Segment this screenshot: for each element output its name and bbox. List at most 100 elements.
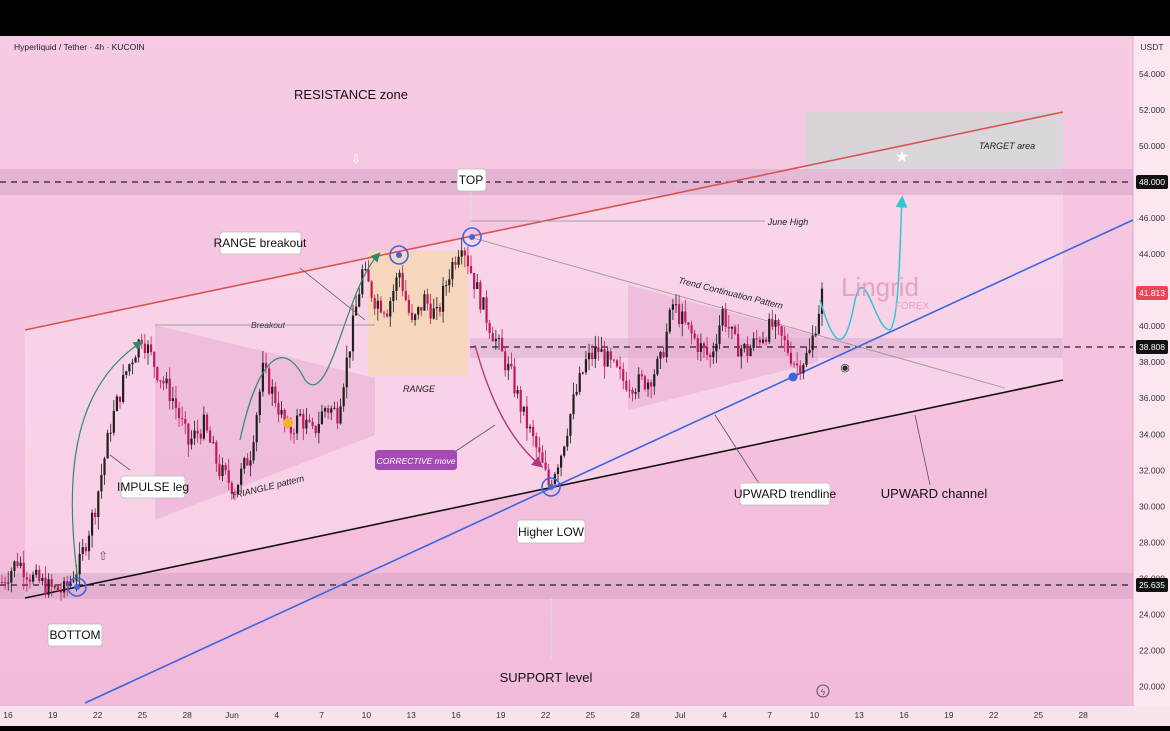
candle-body bbox=[709, 354, 712, 358]
x-tick-label: 22 bbox=[93, 710, 103, 720]
candle-body bbox=[600, 349, 603, 352]
candle-body bbox=[476, 282, 479, 290]
x-tick-label: 22 bbox=[541, 710, 551, 720]
candle-body bbox=[401, 272, 404, 291]
candle-body bbox=[712, 351, 715, 358]
candle-body bbox=[131, 362, 134, 365]
candle-body bbox=[435, 307, 438, 309]
candle-body bbox=[584, 359, 588, 373]
star-icon: ★ bbox=[895, 149, 909, 166]
candle-body bbox=[656, 358, 659, 375]
candle-body bbox=[591, 352, 594, 360]
candle-body bbox=[733, 326, 737, 334]
candle-body bbox=[25, 577, 28, 580]
x-tick-label: 19 bbox=[48, 710, 58, 720]
candle-body bbox=[392, 290, 395, 302]
candle-body bbox=[7, 582, 10, 584]
candle-body bbox=[423, 294, 426, 311]
candle-body bbox=[441, 285, 445, 312]
candle-body bbox=[528, 426, 532, 429]
candle-body bbox=[463, 250, 466, 256]
candle-body bbox=[115, 396, 119, 411]
candle-body bbox=[90, 512, 94, 536]
candle-body bbox=[556, 467, 560, 475]
y-tick-label: 44.000 bbox=[1139, 249, 1165, 259]
candle-body bbox=[522, 406, 525, 412]
candle-body bbox=[774, 320, 777, 327]
breakout-label: Breakout bbox=[251, 320, 286, 330]
candle-body bbox=[497, 338, 501, 340]
range-high-marker[interactable] bbox=[389, 245, 409, 265]
y-tick-label: 34.000 bbox=[1139, 429, 1165, 439]
candle-body bbox=[255, 415, 258, 443]
channel-bottom-line[interactable] bbox=[24, 379, 1064, 599]
candle-body bbox=[389, 301, 392, 317]
price-tag-high: 48.000 bbox=[1139, 177, 1165, 187]
candle-body bbox=[233, 493, 237, 495]
candle-body bbox=[737, 333, 740, 357]
bottom-label: BOTTOM bbox=[49, 628, 100, 642]
candle-body bbox=[28, 579, 32, 582]
candle-body bbox=[581, 372, 584, 374]
symbol-title[interactable]: Hyperliquid / Tether · 4h · KUCOIN bbox=[14, 42, 145, 52]
candle-body bbox=[122, 374, 125, 402]
candle-body bbox=[494, 338, 497, 342]
candle-body bbox=[295, 415, 299, 434]
x-tick-label: 16 bbox=[899, 710, 909, 720]
currency-label[interactable]: USDT bbox=[1140, 42, 1163, 52]
candle-body bbox=[354, 306, 358, 316]
candle-body bbox=[308, 419, 311, 422]
candle-body bbox=[94, 512, 97, 518]
snail-icon bbox=[283, 418, 293, 428]
candle-body bbox=[473, 272, 476, 290]
bottom-marker[interactable] bbox=[67, 577, 87, 597]
candle-body bbox=[491, 333, 494, 342]
lightning-icon[interactable] bbox=[816, 684, 830, 698]
support-zone-band bbox=[0, 573, 1133, 599]
candle-body bbox=[749, 348, 752, 356]
candle-body bbox=[634, 392, 637, 394]
candle-body bbox=[696, 338, 699, 352]
candle-body bbox=[177, 408, 181, 419]
candle-body bbox=[746, 344, 749, 356]
upward-trendline[interactable] bbox=[84, 219, 1134, 704]
candle-body bbox=[69, 581, 72, 586]
x-tick-label: 7 bbox=[319, 710, 324, 720]
top-marker[interactable] bbox=[462, 227, 482, 247]
candle-body bbox=[87, 535, 91, 552]
candle-body bbox=[662, 351, 665, 358]
candle-body bbox=[575, 391, 578, 395]
target-area-label: TARGET area bbox=[979, 141, 1035, 151]
candles-group bbox=[0, 238, 824, 601]
candle-body bbox=[783, 335, 786, 341]
candle-body bbox=[56, 586, 60, 592]
candle-body bbox=[364, 269, 367, 271]
candle-body bbox=[538, 447, 541, 453]
candle-body bbox=[559, 455, 563, 468]
candle-body bbox=[106, 432, 109, 459]
candle-body bbox=[38, 569, 41, 582]
range-breakout-label: RANGE breakout bbox=[214, 236, 307, 250]
candle-body bbox=[811, 335, 814, 351]
candle-body bbox=[367, 269, 370, 282]
candle-body bbox=[516, 390, 519, 394]
candle-body bbox=[485, 297, 488, 324]
candle-body bbox=[236, 484, 240, 494]
upward-channel-label: UPWARD channel bbox=[881, 486, 988, 501]
candle-body bbox=[249, 460, 252, 466]
candle-body bbox=[140, 339, 143, 344]
y-tick-label: 52.000 bbox=[1139, 105, 1165, 115]
higher-low-marker[interactable] bbox=[541, 477, 561, 497]
x-tick-label: 25 bbox=[138, 710, 148, 720]
rocket-icon: ⇧ bbox=[98, 549, 108, 563]
candle-body bbox=[100, 474, 103, 492]
candle-body bbox=[218, 463, 221, 477]
price-tag-low: 25.635 bbox=[1139, 580, 1165, 590]
price-tag-mid: 38.808 bbox=[1139, 342, 1165, 352]
breakout-projection-arrow bbox=[239, 252, 381, 441]
x-tick-label: 22 bbox=[989, 710, 999, 720]
june-high-label: June High bbox=[767, 217, 809, 227]
trendline-touch-marker[interactable] bbox=[788, 372, 798, 382]
